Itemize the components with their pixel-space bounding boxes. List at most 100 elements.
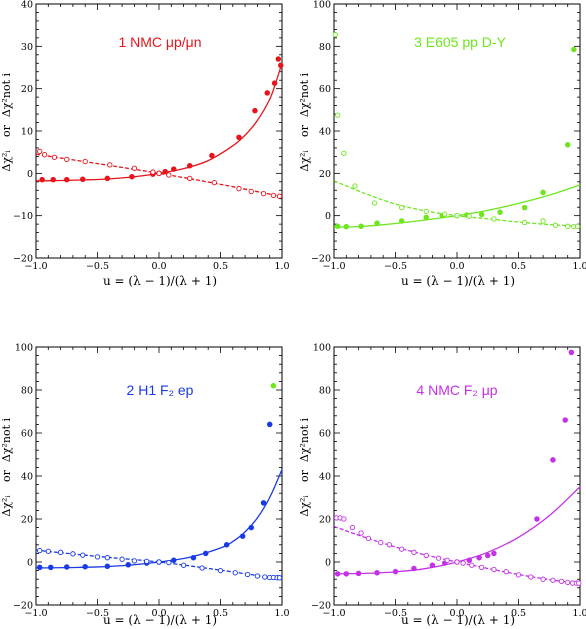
data-point-open <box>540 576 546 582</box>
data-point-filled <box>209 152 215 159</box>
data-point-open <box>166 559 172 566</box>
y-axis-label: Δχ²ᵢ or Δχ²not i <box>0 417 13 516</box>
data-point-open <box>478 564 485 571</box>
data-point-filled <box>358 223 364 229</box>
x-tick-label: −1.0 <box>24 261 47 272</box>
data-point-filled <box>162 168 168 175</box>
data-point-filled <box>571 46 577 53</box>
data-point-open <box>423 208 429 215</box>
data-point-open <box>244 571 251 578</box>
data-point-open <box>442 211 448 217</box>
data-point-filled <box>485 552 491 559</box>
data-point-open <box>565 579 571 586</box>
data-point-filled <box>252 107 258 114</box>
data-point-filled <box>343 571 350 577</box>
data-point-open <box>232 570 238 576</box>
x-tick-label: 1.0 <box>274 261 289 272</box>
data-point-filled <box>466 557 473 564</box>
data-point-filled <box>50 176 56 183</box>
data-point-filled <box>497 209 503 216</box>
x-tick-label: 0.5 <box>213 261 228 272</box>
x-tick-label: −1.0 <box>24 608 47 619</box>
data-point-open <box>349 524 356 531</box>
data-point-filled <box>374 220 380 226</box>
data-point-open <box>187 175 193 182</box>
data-point-open <box>144 558 150 565</box>
fit-lines <box>333 486 581 585</box>
y-tick-label: −20 <box>13 254 33 265</box>
data-point-filled <box>202 550 209 557</box>
data-point-open <box>104 555 110 561</box>
tick-marks <box>333 346 581 606</box>
y-tick-labels: −20 0 20 40 60 80 100 <box>13 343 33 612</box>
data-point-open <box>107 162 113 168</box>
data-point-open <box>550 577 556 583</box>
data-point-extra <box>270 382 277 389</box>
x-axis-label: u = (λ − 1)/(λ + 1) <box>103 613 217 627</box>
data-point-filled <box>171 557 177 564</box>
data-point-filled <box>423 214 430 221</box>
data-point-filled <box>82 563 88 570</box>
data-point-open <box>335 112 341 118</box>
data-point-filled <box>411 565 417 572</box>
data-point-open <box>166 172 172 178</box>
x-tick-label: 0.0 <box>151 261 166 272</box>
data-point-open <box>491 216 497 222</box>
chart-title: 2 H1 F₂ ep <box>127 382 194 398</box>
y-tick-label: 0 <box>325 558 331 569</box>
x-tick-label: 0.5 <box>213 608 228 619</box>
x-tick-label: −0.5 <box>86 608 109 619</box>
x-tick-label: −0.5 <box>384 608 407 619</box>
data-point-filled <box>491 550 497 557</box>
data-point-filled <box>476 554 482 561</box>
data-point-filled <box>186 162 193 169</box>
fit-line-solid <box>35 63 283 182</box>
data-point-open <box>491 566 497 573</box>
x-tick-label: 0.0 <box>449 261 464 272</box>
data-point-open <box>540 218 546 224</box>
y-tick-label: 20 <box>319 515 331 526</box>
data-point-open <box>64 156 70 163</box>
y-tick-label: 100 <box>15 343 33 354</box>
chart-panel-2: −1.0 −0.5 0.0 0.5 1.0 −20 0 20 40 60 80 100 2 H1 F… <box>0 343 290 628</box>
data-point-open <box>515 572 522 578</box>
y-tick-label: 20 <box>21 84 33 95</box>
data-point-open <box>341 516 347 522</box>
data-point-filled <box>334 571 341 577</box>
data-point-filled <box>374 570 380 576</box>
y-axis-label: Δχ²ᵢ or Δχ²not i <box>298 417 311 516</box>
y-tick-label: 0 <box>27 169 33 180</box>
data-point-filled <box>104 563 111 570</box>
data-points <box>333 349 582 586</box>
x-tick-label: 1.0 <box>572 608 586 619</box>
data-point-open <box>469 562 475 568</box>
y-label-delta-chi2-not-i: Δχ²not i <box>298 417 311 462</box>
x-tick-label: −1.0 <box>322 261 345 272</box>
data-point-filled <box>125 562 131 568</box>
data-point-open <box>552 222 559 228</box>
data-point-filled <box>63 564 70 570</box>
data-point-filled <box>248 524 254 531</box>
data-point-open <box>37 148 43 154</box>
data-point-open <box>332 32 338 38</box>
data-point-open <box>57 549 64 555</box>
data-point-filled <box>190 554 197 561</box>
y-tick-label: 60 <box>319 429 331 440</box>
y-label-delta-chi2-not-i: Δχ²not i <box>0 72 13 117</box>
x-tick-labels: −1.0 −0.5 0.0 0.5 1.0 <box>322 608 586 619</box>
y-tick-label: 30 <box>21 42 33 53</box>
y-tick-label: 0 <box>27 558 33 569</box>
data-point-filled <box>239 533 246 539</box>
data-point-open <box>70 551 76 557</box>
y-tick-label: 80 <box>319 42 331 53</box>
chart-panel-3: −1.0 −0.5 0.0 0.5 1.0 −20 0 20 40 60 80 100 3 E605… <box>298 0 586 288</box>
data-point-open <box>236 185 242 192</box>
x-axis-label: u = (λ − 1)/(λ + 1) <box>401 613 515 627</box>
chart-title: 1 NMC μp/μn <box>118 34 201 50</box>
y-axis-label: Δχ²ᵢ or Δχ²not i <box>0 72 13 171</box>
data-point-open <box>45 548 51 554</box>
chart-panel-1: −1.0 −0.5 0.0 0.5 1.0 −20 −10 0 10 20 30 40 1 NMC … <box>0 0 290 288</box>
data-point-open <box>454 559 460 565</box>
data-point-open <box>131 558 138 564</box>
data-point-open <box>180 562 187 568</box>
